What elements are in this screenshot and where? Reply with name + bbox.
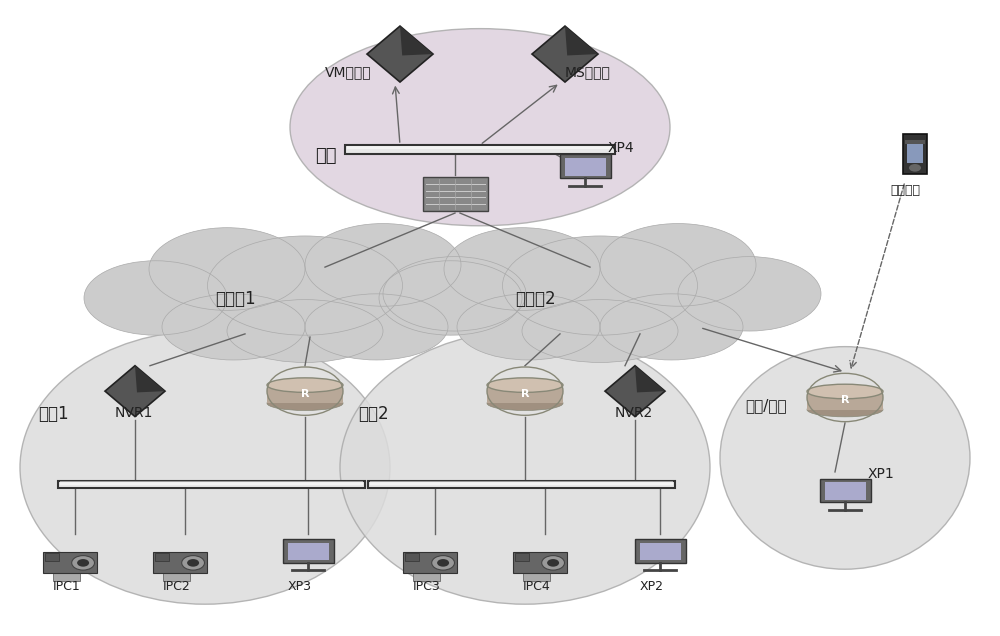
- Text: IPC1: IPC1: [53, 580, 81, 593]
- Bar: [288, 543, 328, 560]
- Text: R: R: [521, 389, 529, 399]
- Bar: [53, 574, 80, 581]
- Polygon shape: [532, 26, 598, 82]
- Ellipse shape: [149, 228, 305, 310]
- Ellipse shape: [340, 331, 710, 604]
- Circle shape: [542, 556, 564, 570]
- Bar: [153, 552, 207, 574]
- Ellipse shape: [600, 223, 756, 307]
- Text: XP3: XP3: [288, 580, 312, 593]
- Text: R: R: [841, 395, 849, 405]
- Polygon shape: [635, 366, 665, 392]
- Ellipse shape: [162, 294, 305, 360]
- Text: 总部: 总部: [315, 148, 336, 165]
- Text: R: R: [301, 389, 309, 399]
- Ellipse shape: [457, 294, 600, 360]
- Bar: [905, 140, 925, 144]
- Ellipse shape: [720, 347, 970, 569]
- Ellipse shape: [807, 403, 883, 417]
- Bar: [635, 539, 686, 563]
- Bar: [640, 543, 681, 560]
- Ellipse shape: [84, 261, 227, 335]
- Bar: [60, 481, 363, 485]
- Circle shape: [547, 559, 559, 567]
- Ellipse shape: [522, 300, 678, 363]
- Polygon shape: [367, 26, 433, 82]
- Bar: [163, 574, 190, 581]
- Bar: [560, 155, 610, 178]
- Text: 酒店/家里: 酒店/家里: [745, 398, 787, 413]
- Ellipse shape: [444, 228, 600, 310]
- Ellipse shape: [290, 29, 670, 226]
- Bar: [564, 158, 606, 176]
- Bar: [523, 574, 550, 581]
- Bar: [345, 145, 615, 154]
- Circle shape: [182, 556, 205, 570]
- Ellipse shape: [305, 294, 448, 360]
- Bar: [513, 552, 567, 574]
- Bar: [903, 134, 927, 174]
- Bar: [45, 553, 59, 561]
- Text: 手机监控: 手机监控: [890, 184, 920, 197]
- Circle shape: [187, 559, 199, 567]
- Text: XP1: XP1: [868, 467, 895, 481]
- Polygon shape: [605, 366, 665, 417]
- Ellipse shape: [600, 294, 743, 360]
- Text: NVR1: NVR1: [115, 406, 153, 420]
- Text: IPC3: IPC3: [413, 580, 441, 593]
- Bar: [403, 552, 457, 574]
- Ellipse shape: [305, 223, 461, 307]
- Bar: [155, 553, 169, 561]
- Text: 运营商1: 运营商1: [215, 291, 256, 308]
- Circle shape: [72, 556, 94, 570]
- Polygon shape: [105, 366, 165, 417]
- Bar: [283, 539, 334, 563]
- Circle shape: [432, 556, 454, 570]
- Ellipse shape: [503, 236, 698, 335]
- Text: 运营商2: 运营商2: [515, 291, 556, 308]
- Circle shape: [77, 559, 89, 567]
- Bar: [370, 481, 673, 485]
- Ellipse shape: [20, 331, 390, 604]
- Ellipse shape: [379, 261, 522, 335]
- Text: XP2: XP2: [640, 580, 664, 593]
- Ellipse shape: [383, 256, 526, 331]
- Bar: [515, 553, 529, 561]
- Polygon shape: [400, 26, 433, 55]
- Ellipse shape: [227, 300, 383, 363]
- Bar: [405, 553, 419, 561]
- Ellipse shape: [678, 256, 821, 331]
- Ellipse shape: [208, 236, 402, 335]
- Bar: [820, 479, 870, 502]
- Text: VM服务器: VM服务器: [325, 66, 372, 80]
- Text: IPC4: IPC4: [523, 580, 551, 593]
- Bar: [807, 392, 883, 410]
- Bar: [824, 483, 866, 500]
- Ellipse shape: [807, 384, 883, 399]
- Bar: [907, 142, 923, 163]
- Circle shape: [909, 164, 921, 172]
- Bar: [43, 552, 97, 574]
- Ellipse shape: [487, 378, 563, 392]
- Text: XP4: XP4: [608, 141, 635, 155]
- Ellipse shape: [487, 396, 563, 410]
- Polygon shape: [135, 366, 165, 392]
- Text: IPC2: IPC2: [163, 580, 191, 593]
- Bar: [422, 177, 488, 211]
- Bar: [487, 385, 563, 403]
- Text: 店面1: 店面1: [38, 405, 69, 423]
- Text: MS服务器: MS服务器: [565, 66, 611, 80]
- Bar: [413, 574, 440, 581]
- Bar: [347, 146, 613, 149]
- Text: NVR2: NVR2: [615, 406, 653, 420]
- Bar: [58, 481, 365, 488]
- Circle shape: [437, 559, 449, 567]
- Text: 店面2: 店面2: [358, 405, 389, 423]
- Bar: [267, 385, 343, 403]
- Ellipse shape: [267, 396, 343, 410]
- Ellipse shape: [267, 378, 343, 392]
- Bar: [368, 481, 675, 488]
- Polygon shape: [565, 26, 598, 55]
